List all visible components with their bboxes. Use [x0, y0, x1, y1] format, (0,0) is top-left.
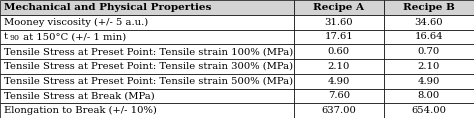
Text: 0.60: 0.60 [328, 47, 350, 56]
Text: 7.60: 7.60 [328, 91, 350, 100]
Text: 2.10: 2.10 [418, 62, 440, 71]
Bar [294, 103, 384, 118]
Bar [294, 88, 384, 103]
Bar [294, 30, 384, 44]
Text: 90: 90 [9, 34, 19, 42]
Text: 637.00: 637.00 [321, 106, 356, 115]
Bar [294, 59, 384, 74]
Bar [294, 74, 384, 88]
Bar [0, 103, 294, 118]
Text: 16.64: 16.64 [415, 32, 443, 41]
Text: 8.00: 8.00 [418, 91, 440, 100]
Bar [384, 0, 474, 15]
Text: Tensile Stress at Preset Point: Tensile strain 100% (MPa): Tensile Stress at Preset Point: Tensile … [4, 47, 293, 56]
Bar [384, 103, 474, 118]
Bar [0, 44, 294, 59]
Text: Elongation to Break (+/- 10%): Elongation to Break (+/- 10%) [4, 106, 157, 115]
Text: Recipe B: Recipe B [403, 3, 455, 12]
Text: 2.10: 2.10 [328, 62, 350, 71]
Bar [0, 74, 294, 88]
Bar [384, 88, 474, 103]
Text: 654.00: 654.00 [411, 106, 447, 115]
Text: at 150°C (+/- 1 min): at 150°C (+/- 1 min) [20, 32, 127, 41]
Bar [0, 15, 294, 30]
Bar [0, 88, 294, 103]
Bar [0, 59, 294, 74]
Text: t: t [4, 32, 8, 41]
Text: 4.90: 4.90 [418, 77, 440, 86]
Text: 4.90: 4.90 [328, 77, 350, 86]
Bar [384, 30, 474, 44]
Text: Tensile Stress at Preset Point: Tensile strain 500% (MPa): Tensile Stress at Preset Point: Tensile … [4, 77, 293, 86]
Text: Mechanical and Physical Properties: Mechanical and Physical Properties [4, 3, 211, 12]
Text: Tensile Stress at Break (MPa): Tensile Stress at Break (MPa) [4, 91, 155, 100]
Bar [384, 44, 474, 59]
Bar [384, 59, 474, 74]
Bar [294, 15, 384, 30]
Bar [0, 30, 294, 44]
Text: 34.60: 34.60 [415, 18, 443, 27]
Text: 31.60: 31.60 [325, 18, 353, 27]
Text: Tensile Stress at Preset Point: Tensile strain 300% (MPa): Tensile Stress at Preset Point: Tensile … [4, 62, 293, 71]
Bar [294, 44, 384, 59]
Text: 0.70: 0.70 [418, 47, 440, 56]
Bar [384, 74, 474, 88]
Bar [0, 0, 294, 15]
Text: 17.61: 17.61 [325, 32, 353, 41]
Text: Recipe A: Recipe A [313, 3, 365, 12]
Bar [384, 15, 474, 30]
Text: Mooney viscosity (+/- 5 a.u.): Mooney viscosity (+/- 5 a.u.) [4, 18, 148, 27]
Bar [294, 0, 384, 15]
